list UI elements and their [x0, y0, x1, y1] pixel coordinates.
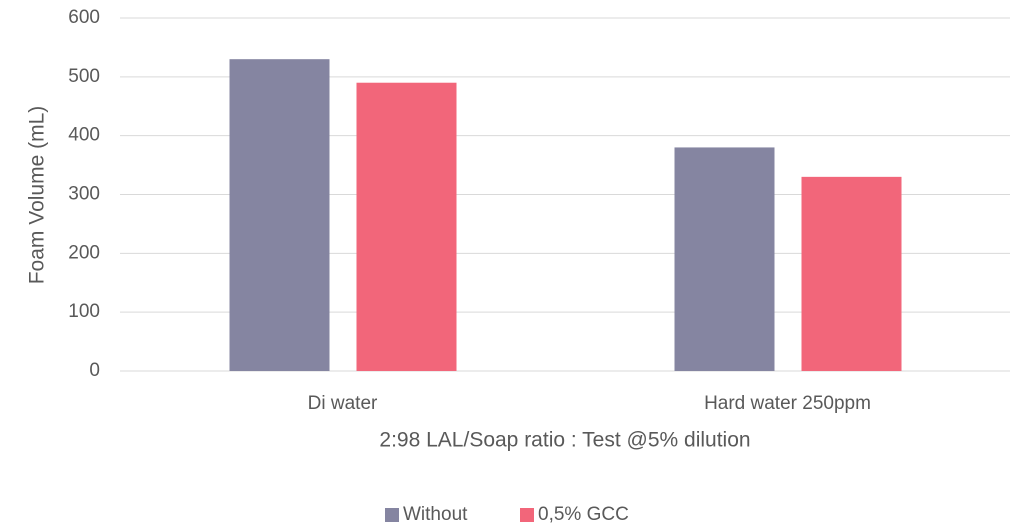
y-tick-label: 200 — [68, 242, 100, 263]
y-axis-title: Foam Volume (mL) — [26, 106, 49, 285]
y-tick-label: 0 — [89, 360, 100, 381]
y-tick-label: 600 — [68, 7, 100, 28]
legend-swatch — [385, 508, 399, 522]
bar — [229, 59, 330, 371]
legend-label: 0,5% GCC — [538, 504, 629, 525]
legend-label: Without — [403, 504, 468, 525]
y-tick-label: 300 — [68, 184, 100, 205]
legend-swatch — [520, 508, 534, 522]
x-tick-label: Di water — [308, 393, 378, 414]
y-tick-label: 400 — [68, 125, 100, 146]
bar — [356, 82, 457, 371]
x-tick-label: Hard water 250ppm — [704, 393, 871, 414]
y-tick-label: 500 — [68, 66, 100, 87]
bar — [674, 147, 775, 371]
bar — [801, 176, 902, 371]
x-axis-title: 2:98 LAL/Soap ratio : Test @5% dilution — [379, 429, 750, 452]
y-tick-label: 100 — [68, 301, 100, 322]
